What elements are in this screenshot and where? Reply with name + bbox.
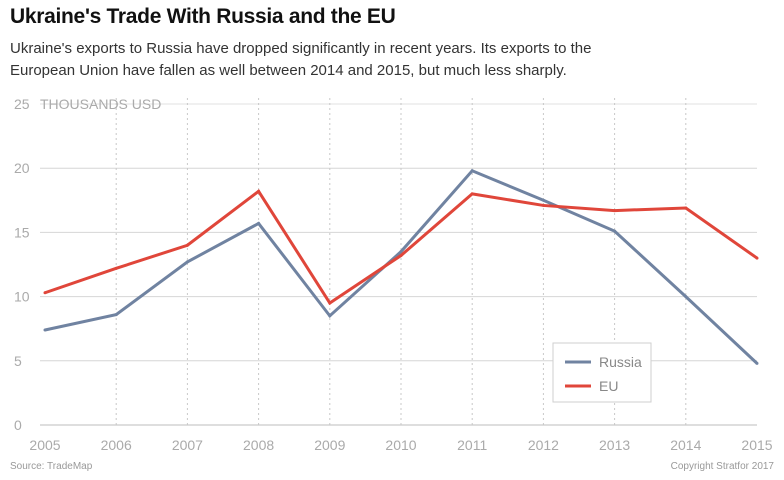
source-note: Source: TradeMap	[10, 461, 93, 472]
data-point-russia	[755, 361, 759, 365]
copyright-note: Copyright Stratfor 2017	[670, 461, 774, 472]
y-tick-label: 20	[14, 160, 30, 176]
data-point-russia	[470, 169, 474, 173]
y-tick-label: 0	[14, 417, 22, 433]
data-point-eu	[541, 203, 545, 207]
legend-label-russia: Russia	[599, 354, 642, 370]
data-point-russia	[257, 221, 261, 225]
x-tick-label: 2012	[528, 437, 559, 453]
chart-subtitle: Ukraine's exports to Russia have dropped…	[10, 40, 592, 79]
data-point-eu	[43, 291, 47, 295]
y-axis-label: THOUSANDS USD	[40, 96, 161, 112]
data-point-eu	[114, 266, 118, 270]
data-point-eu	[257, 189, 261, 193]
data-point-russia	[613, 229, 617, 233]
y-tick-label: 5	[14, 353, 22, 369]
x-tick-label: 2005	[29, 437, 60, 453]
x-tick-label: 2008	[243, 437, 274, 453]
chart-title: Ukraine's Trade With Russia and the EU	[10, 5, 396, 28]
x-tick-label: 2015	[741, 437, 772, 453]
data-point-eu	[684, 206, 688, 210]
data-point-eu	[328, 301, 332, 305]
data-point-eu	[613, 209, 617, 213]
data-point-russia	[114, 313, 118, 317]
x-tick-label: 2007	[172, 437, 203, 453]
data-point-eu	[470, 192, 474, 196]
data-point-russia	[399, 250, 403, 254]
x-tick-label: 2009	[314, 437, 345, 453]
data-point-russia	[684, 295, 688, 299]
y-tick-label: 10	[14, 289, 30, 305]
data-point-eu	[399, 254, 403, 258]
legend-box	[552, 342, 652, 403]
data-point-russia	[43, 328, 47, 332]
x-tick-label: 2011	[457, 437, 487, 453]
x-tick-label: 2010	[385, 437, 416, 453]
x-tick-label: 2006	[101, 437, 132, 453]
x-tick-label: 2014	[670, 437, 701, 453]
y-tick-label: 15	[14, 224, 30, 240]
legend-label-eu: EU	[599, 378, 618, 394]
data-point-russia	[541, 198, 545, 202]
y-tick-label: 25	[14, 96, 30, 112]
data-point-russia	[185, 260, 189, 264]
data-point-eu	[185, 243, 189, 247]
data-point-russia	[328, 314, 332, 318]
x-tick-label: 2013	[599, 437, 630, 453]
data-point-eu	[755, 256, 759, 260]
